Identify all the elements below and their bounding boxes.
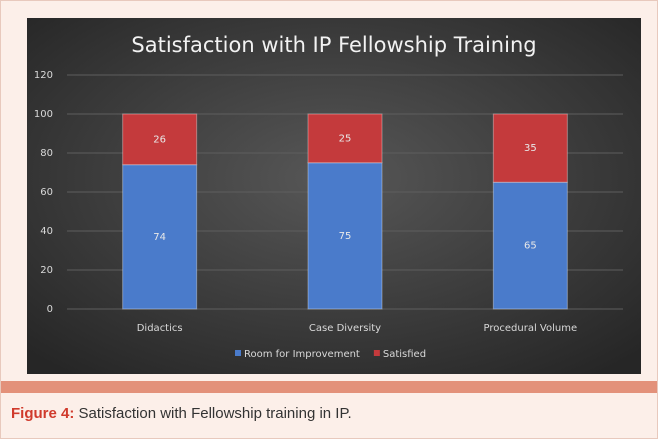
data-label: 35 (524, 143, 537, 154)
x-tick-label: Case Diversity (309, 323, 381, 334)
caption-label: Figure 4: (11, 405, 75, 422)
data-label: 25 (339, 133, 352, 144)
bar-segment (307, 162, 383, 310)
data-label: 75 (339, 231, 352, 242)
x-tick-label: Procedural Volume (484, 323, 578, 334)
data-label: 74 (153, 232, 166, 243)
y-tick-label: 60 (40, 187, 53, 198)
chart: Satisfaction with IP Fellowship Training… (27, 18, 641, 374)
caption: Figure 4: Satisfaction with Fellowship t… (11, 405, 352, 422)
caption-band (1, 381, 657, 393)
legend-swatch (235, 350, 241, 356)
y-tick-label: 80 (40, 148, 53, 159)
caption-text: Satisfaction with Fellowship training in… (74, 405, 352, 422)
y-tick-label: 120 (34, 70, 53, 81)
data-label: 65 (524, 241, 537, 252)
bar-segment (492, 113, 568, 183)
bar-segment (307, 113, 383, 164)
legend-label: Room for Improvement (244, 349, 360, 360)
legend-label: Satisfied (383, 349, 426, 360)
y-tick-label: 40 (40, 226, 53, 237)
y-tick-label: 0 (47, 304, 53, 315)
y-tick-label: 100 (34, 109, 53, 120)
bar-segment (492, 181, 568, 310)
chart-title: Satisfaction with IP Fellowship Training (131, 33, 536, 57)
bar-segment (122, 113, 198, 166)
x-tick-label: Didactics (137, 323, 183, 334)
legend-swatch (373, 350, 380, 356)
data-label: 26 (153, 134, 166, 145)
y-tick-label: 20 (40, 265, 53, 276)
